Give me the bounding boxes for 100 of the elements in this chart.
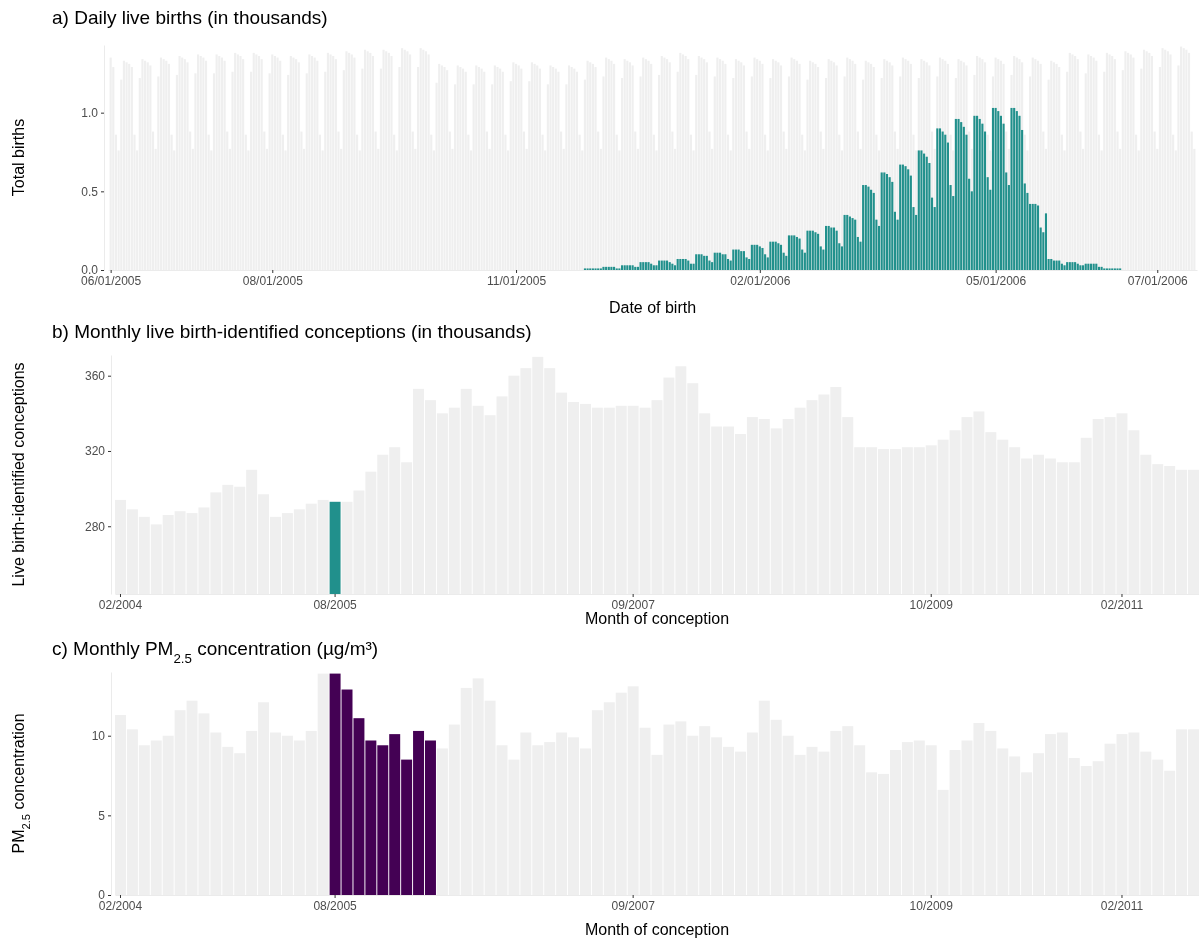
bar [716, 252, 719, 270]
y-tick-label: 0.5 [81, 184, 99, 199]
bar [687, 260, 690, 270]
bar [880, 172, 883, 270]
bar [835, 230, 838, 270]
bar [628, 265, 632, 270]
bar [671, 263, 674, 270]
bar [1079, 265, 1082, 270]
bar [1013, 107, 1016, 270]
bar [1010, 107, 1013, 270]
bar [843, 214, 846, 270]
bar [888, 177, 891, 270]
x-tick-label: 02/01/2006 [730, 273, 791, 288]
bar [787, 235, 791, 270]
bar [1044, 213, 1048, 270]
bar [872, 192, 875, 270]
bar [732, 249, 735, 270]
bar [1055, 260, 1058, 270]
bar [923, 153, 926, 270]
x-tick-label: 07/01/2006 [1127, 273, 1189, 288]
y-tick-label: 5 [98, 808, 106, 823]
x-axis-title: Month of conception [584, 921, 730, 938]
chart-title: b) Monthly live birth-identified conceptions (in thousands) [52, 321, 532, 342]
bar [1018, 115, 1021, 270]
bar [726, 258, 730, 270]
bar [991, 107, 995, 270]
bar [663, 260, 666, 270]
bar [957, 118, 960, 270]
bar [1058, 260, 1061, 270]
bar [1015, 111, 1018, 270]
bar [885, 174, 889, 270]
bar [681, 258, 685, 270]
bar [997, 111, 1000, 270]
bar [769, 241, 772, 270]
y-tick-label: 1.0 [81, 106, 99, 120]
x-tick-label: 02/2004 [98, 898, 143, 913]
bar [1087, 263, 1090, 270]
x-axis-title: Month of conception [584, 610, 730, 627]
bar [806, 230, 809, 270]
bar [1060, 263, 1063, 270]
bar [734, 249, 738, 270]
bar [854, 219, 857, 270]
bar [1089, 263, 1093, 270]
bar [870, 189, 873, 270]
bar [1071, 262, 1074, 270]
bar [753, 244, 756, 270]
x-axis-title: Date of birth [608, 299, 697, 316]
bar [936, 128, 939, 270]
bar [814, 232, 817, 270]
bar [676, 258, 679, 270]
bar [962, 126, 965, 270]
bar [750, 244, 753, 270]
bar [883, 172, 886, 270]
y-axis-title: Total births [10, 118, 27, 197]
bar [960, 122, 963, 270]
bar [976, 115, 979, 270]
x-tick-label: 02/2004 [98, 597, 143, 612]
bar [790, 235, 793, 270]
y-tick-label: 10 [91, 729, 106, 744]
bar [999, 115, 1002, 270]
bar [920, 150, 923, 270]
bar [623, 265, 626, 270]
y-tick-label: 280 [84, 519, 106, 534]
bar [708, 260, 711, 270]
bar [851, 218, 854, 270]
bar [655, 265, 658, 270]
bar [904, 166, 907, 270]
x-tick-label: 08/2005 [313, 597, 358, 612]
bar [679, 258, 682, 270]
x-tick-label: 09/2007 [611, 597, 656, 612]
bar [954, 118, 957, 270]
bar [941, 131, 944, 270]
bar [907, 169, 910, 270]
bar [647, 262, 650, 270]
bar [1034, 203, 1037, 270]
bar [761, 247, 764, 270]
bar [978, 118, 981, 270]
bar [824, 225, 828, 270]
bar [925, 156, 928, 270]
y-tick-label: 360 [84, 369, 106, 384]
bar [938, 128, 942, 270]
bar [689, 263, 692, 270]
x-tick-label: 08/2005 [313, 898, 358, 913]
x-tick-label: 05/01/2006 [966, 273, 1027, 288]
bar [1092, 263, 1095, 270]
bar [777, 243, 780, 270]
bar [724, 254, 727, 270]
x-tick-label: 02/2011 [1100, 898, 1144, 913]
x-tick-label: 10/2009 [909, 898, 954, 913]
bar [798, 238, 801, 270]
bar [944, 134, 947, 270]
bar [832, 227, 836, 270]
bar [639, 262, 642, 270]
bar [973, 115, 976, 270]
x-tick-label: 10/2009 [909, 597, 954, 612]
bar [867, 186, 870, 270]
x-tick-label: 02/2011 [1100, 597, 1144, 612]
x-tick-label: 09/2007 [611, 898, 656, 913]
y-axis-title: Live birth-identified conceptions [10, 362, 27, 587]
bar [827, 225, 830, 270]
